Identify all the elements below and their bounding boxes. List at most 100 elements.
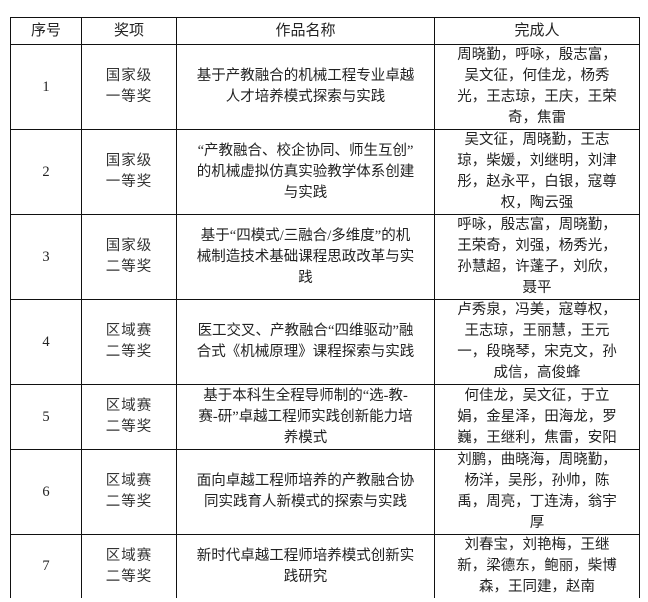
header-index: 序号 — [10, 17, 82, 45]
members-line: 呼咏，殷志富，周晓勤， — [457, 217, 617, 233]
cell-index: 2 — [10, 129, 82, 215]
index-text: 1 — [42, 78, 50, 95]
title-line: 面向卓越工程师培养的产教融合协 — [196, 473, 415, 489]
award-line: 区域赛 — [105, 398, 153, 414]
cell-members: 何佳龙，吴文征，于立 娟，金星泽，田海龙，罗 巍，王继利，焦雷，安阳 — [434, 384, 640, 450]
cell-title: 新时代卓越工程师培养模式创新实 践研究 — [176, 534, 435, 598]
award-line: 国家级 — [105, 68, 153, 84]
cell-award: 区域赛 二等奖 — [81, 534, 177, 598]
table-row: 7 区域赛 二等奖 新时代卓越工程师培养模式创新实 践研究 刘春宝，刘艳梅，王继 新，梁德东… — [10, 534, 640, 598]
award-line: 二等奖 — [105, 419, 153, 435]
title-line: 新时代卓越工程师培养模式创新实 — [196, 547, 415, 564]
header-award: 奖项 — [81, 17, 177, 45]
title-line: 械制造技术基础课程思政改革与实 — [196, 248, 415, 265]
members-line: 权，陶云强 — [500, 195, 574, 211]
title-line: 与实践 — [283, 184, 328, 201]
title-line: 基于产教融合的机械工程专业卓越 — [196, 68, 415, 84]
cell-title: “产教融合、校企协同、师生互创” 的机械虚拟仿真实验教学体系创建 与实践 — [176, 129, 435, 215]
title-line: 合式《机械原理》课程探索与实践 — [196, 344, 415, 360]
cell-members: 卢秀泉，冯美，寇尊权， 王志琼，王丽慧，王元 一，段晓琴，宋克文，孙 成信，高俊蜂 — [434, 299, 640, 385]
title-line: 赛-研”卓越工程师实践创新能力培 — [198, 408, 413, 425]
cell-award: 国家级 一等奖 — [81, 129, 177, 215]
members-line: 禹，周亮，丁连涛，翁宇 — [457, 494, 617, 510]
award-line: 国家级 — [105, 153, 153, 169]
award-line: 二等奖 — [105, 568, 153, 585]
cell-title: 面向卓越工程师培养的产教融合协 同实践育人新模式的探索与实践 — [176, 449, 435, 535]
award-line: 二等奖 — [105, 494, 153, 510]
cell-members: 周晓勤，呼咏，殷志富， 吴文征，何佳龙，杨秀 光，王志琼，王庆，王荣 奇，焦雷 — [434, 44, 640, 130]
index-text: 6 — [42, 483, 50, 500]
members-line: 周晓勤，呼咏，殷志富， — [457, 47, 617, 63]
award-line: 一等奖 — [105, 174, 153, 190]
members-line: 森，王同建，赵南 — [479, 579, 595, 595]
table-row: 6 区域赛 二等奖 面向卓越工程师培养的产教融合协 同实践育人新模式的探索与实践 刘鹏，曲… — [10, 449, 640, 535]
title-line: 基于本科生全程导师制的“选-教- — [203, 387, 408, 404]
members-line: 卢秀泉，冯美，寇尊权， — [457, 302, 617, 318]
members-line: 何佳龙，吴文征，于立 — [464, 387, 610, 404]
award-line: 区域赛 — [105, 547, 153, 564]
award-line: 区域赛 — [105, 323, 153, 339]
table-row: 3 国家级 二等奖 基于“四模式/三融合/多维度”的机 械制造技术基础课程思政改革与实践… — [10, 214, 640, 300]
members-line: 巍，王继利，焦雷，安阳 — [457, 429, 617, 446]
table-row: 4 区域赛 二等奖 医工交叉、产教融合“四维驱动”融 合式《机械原理》课程探索与实践 卢秀… — [10, 299, 640, 385]
index-text: 4 — [42, 333, 50, 350]
cell-award: 区域赛 二等奖 — [81, 299, 177, 385]
cell-award: 区域赛 二等奖 — [81, 449, 177, 535]
members-line: 厚 — [529, 515, 545, 531]
awards-table: 序号 奖项 作品名称 完成人 1 国家级 一等奖 基于产教融合的机械工程专业卓越 人才培… — [10, 17, 640, 598]
cell-index: 7 — [10, 534, 82, 598]
title-line: “产教融合、校企协同、师生互创” — [197, 142, 414, 159]
title-line: 同实践育人新模式的探索与实践 — [204, 494, 407, 510]
members-line: 光，王志琼，王庆，王荣 — [457, 89, 617, 105]
table-row: 2 国家级一等奖 “产教融合、校企协同、师生互创” 的机械虚拟仿真实验教学体系创建 与实… — [10, 129, 640, 215]
members-line: 娟，金星泽，田海龙，罗 — [457, 408, 617, 425]
table-row: 1 国家级 一等奖 基于产教融合的机械工程专业卓越 人才培养模式探索与实践 周晓勤，呼咏，… — [10, 44, 640, 130]
cell-index: 1 — [10, 44, 82, 130]
title-line: 的机械虚拟仿真实验教学体系创建 — [196, 163, 415, 180]
header-members: 完成人 — [434, 17, 640, 45]
members-line: 成信，高俊蜂 — [493, 365, 581, 381]
index-text: 2 — [42, 163, 50, 180]
cell-title: 基于本科生全程导师制的“选-教- 赛-研”卓越工程师实践创新能力培 养模式 — [176, 384, 435, 450]
members-line: 琼，柴媛，刘继明，刘津 — [457, 153, 617, 169]
members-line: 杨洋，吴彤，孙帅，陈 — [464, 473, 610, 489]
title-line: 人才培养模式探索与实践 — [225, 89, 386, 105]
members-line: 刘春宝，刘艳梅，王继 — [464, 537, 610, 553]
index-text: 7 — [42, 558, 50, 574]
members-line: 奇，焦雷 — [508, 110, 566, 126]
cell-title: 医工交叉、产教融合“四维驱动”融 合式《机械原理》课程探索与实践 — [176, 299, 435, 385]
title-line: 基于“四模式/三融合/多维度”的机 — [200, 227, 411, 244]
cell-award: 国家级 二等奖 — [81, 214, 177, 300]
index-text: 5 — [42, 408, 50, 425]
members-line: 孙慧超，许蓬子，刘欣， — [457, 259, 617, 275]
table-header-row: 序号 奖项 作品名称 完成人 — [10, 17, 640, 45]
award-line: 国家级 — [105, 238, 153, 254]
cell-index: 3 — [10, 214, 82, 300]
cell-members: 刘鹏，曲晓海，周晓勤， 杨洋，吴彤，孙帅，陈 禹，周亮，丁连涛，翁宇厚 — [434, 449, 640, 535]
title-line: 践 — [298, 269, 313, 286]
header-title: 作品名称 — [176, 17, 435, 45]
award-line: 一等奖 — [105, 89, 153, 105]
cell-title: 基于产教融合的机械工程专业卓越 人才培养模式探索与实践 — [176, 44, 435, 130]
members-line: 一，段晓琴，宋克文，孙 — [457, 344, 617, 360]
cell-award: 区域赛 二等奖 — [81, 384, 177, 450]
cell-index: 4 — [10, 299, 82, 385]
members-line: 王志琼，王丽慧，王元 — [464, 323, 610, 339]
award-line: 区域赛 — [105, 473, 153, 489]
cell-members: 呼咏，殷志富，周晓勤， 王荣奇，刘强，杨秀光， 孙慧超，许蓬子，刘欣， 聂平 — [434, 214, 640, 300]
cell-members: 刘春宝，刘艳梅，王继 新，梁德东，鲍丽，柴博 森，王同建，赵南 — [434, 534, 640, 598]
members-line: 新，梁德东，鲍丽，柴博 — [457, 558, 617, 574]
cell-title: 基于“四模式/三融合/多维度”的机 械制造技术基础课程思政改革与实践 — [176, 214, 435, 300]
cell-index: 5 — [10, 384, 82, 450]
members-line: 刘鹏，曲晓海，周晓勤， — [457, 452, 617, 468]
members-line: 吴文征，周晓勤，王志 — [464, 132, 610, 148]
award-line: 二等奖 — [105, 344, 153, 360]
award-line: 二等奖 — [105, 259, 153, 275]
title-line: 养模式 — [283, 429, 328, 446]
table-row: 5 区域赛二等奖 基于本科生全程导师制的“选-教- 赛-研”卓越工程师实践创新能力培养… — [10, 384, 640, 450]
index-text: 3 — [42, 248, 50, 265]
title-line: 医工交叉、产教融合“四维驱动”融 — [197, 323, 414, 339]
members-line: 王荣奇，刘强，杨秀光， — [457, 238, 617, 254]
members-line: 彤，赵永平，白银，寇尊 — [457, 174, 617, 190]
cell-members: 吴文征，周晓勤，王志 琼，柴媛，刘继明，刘津 彤，赵永平，白银，寇尊 权，陶云强 — [434, 129, 640, 215]
